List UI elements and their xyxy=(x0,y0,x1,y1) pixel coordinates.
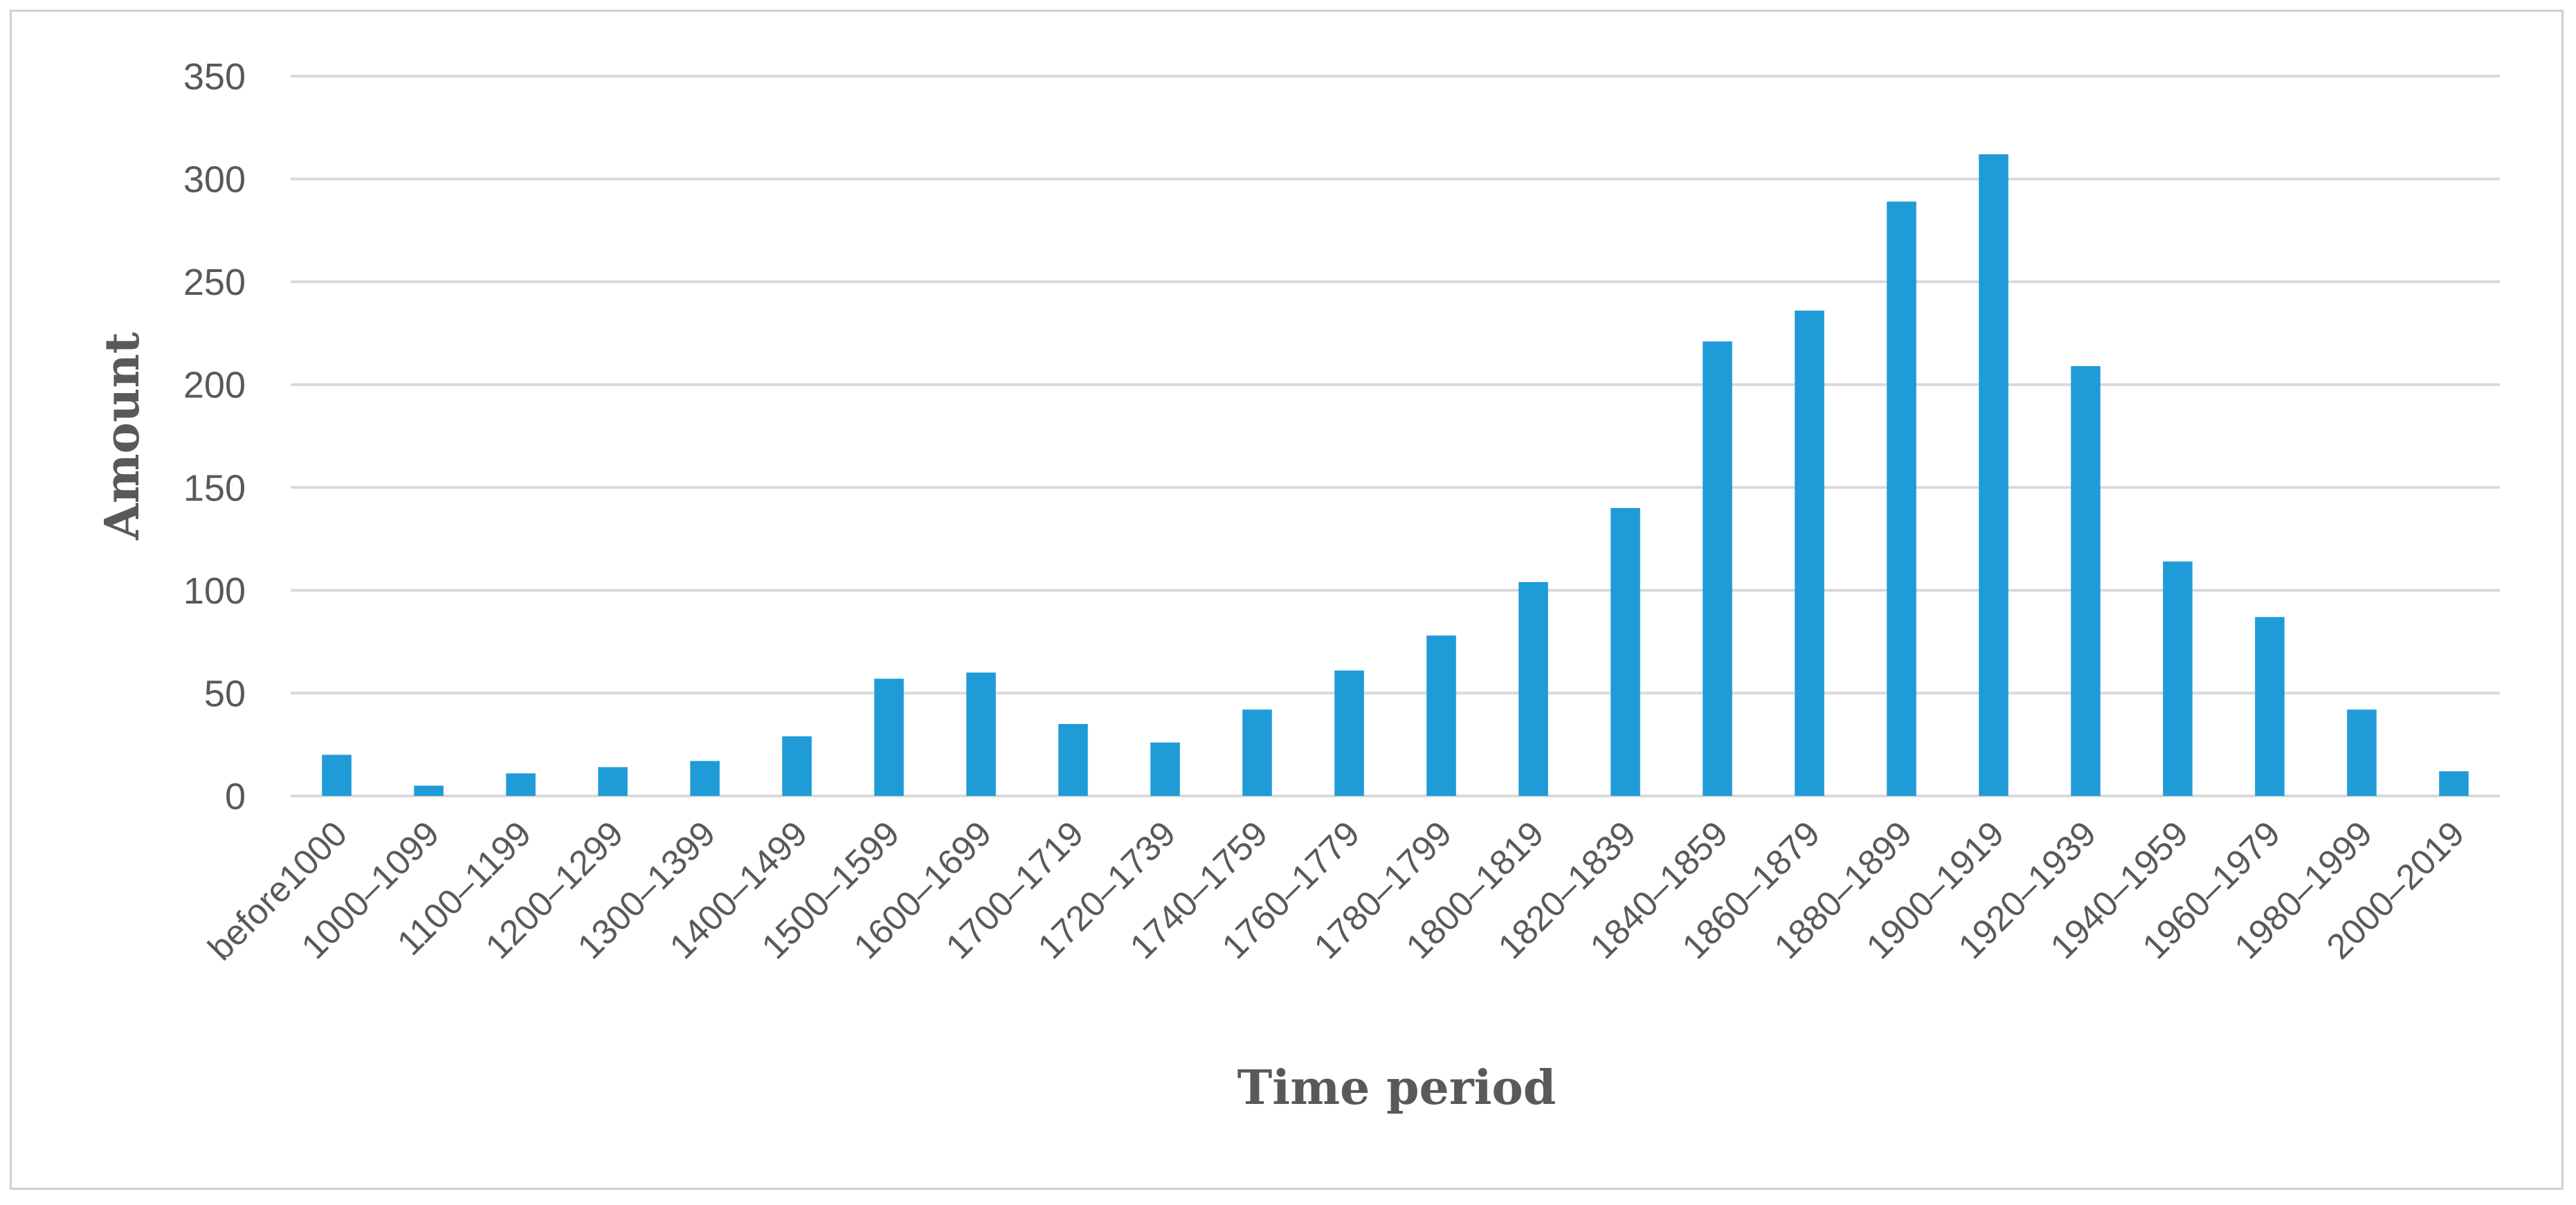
bar xyxy=(2255,617,2285,796)
bar xyxy=(690,761,720,796)
bar xyxy=(1426,635,1456,796)
y-tick-label: 350 xyxy=(183,56,246,98)
bar xyxy=(1242,709,1272,796)
y-tick-label: 200 xyxy=(183,365,246,406)
bar xyxy=(966,672,996,796)
bar xyxy=(1518,581,1548,796)
bar xyxy=(2347,709,2377,796)
bar xyxy=(1979,154,2008,796)
bar xyxy=(1795,310,1824,796)
bar xyxy=(1334,670,1364,796)
y-axis-ticks: 0 50 100 150 200 250 300 350 xyxy=(183,56,246,817)
bar xyxy=(2163,561,2193,796)
chart-frame xyxy=(10,10,2564,1190)
bar xyxy=(598,767,628,796)
y-tick-label: 100 xyxy=(183,570,246,612)
y-tick-label: 50 xyxy=(204,673,246,714)
bar xyxy=(2439,771,2469,796)
bar xyxy=(414,786,444,796)
y-axis-title: Amount xyxy=(95,332,150,541)
y-tick-label: 300 xyxy=(183,159,246,201)
bar xyxy=(1703,341,1732,796)
bar xyxy=(322,754,352,796)
bar xyxy=(874,678,904,796)
bar xyxy=(506,773,536,796)
gridlines xyxy=(291,75,2500,797)
x-axis-title: Time period xyxy=(1237,1060,1557,1116)
y-tick-label: 0 xyxy=(225,776,246,817)
bar xyxy=(1887,201,1916,796)
x-axis-ticks: before10001000–10991100–11991200–1299130… xyxy=(200,813,2471,968)
y-tick-label: 250 xyxy=(183,262,246,303)
bar xyxy=(782,736,812,796)
bar xyxy=(1058,724,1088,796)
bars xyxy=(322,154,2469,796)
y-tick-label: 150 xyxy=(183,467,246,509)
bar xyxy=(2071,365,2101,796)
bar xyxy=(1150,742,1180,796)
bar xyxy=(1611,508,1640,796)
